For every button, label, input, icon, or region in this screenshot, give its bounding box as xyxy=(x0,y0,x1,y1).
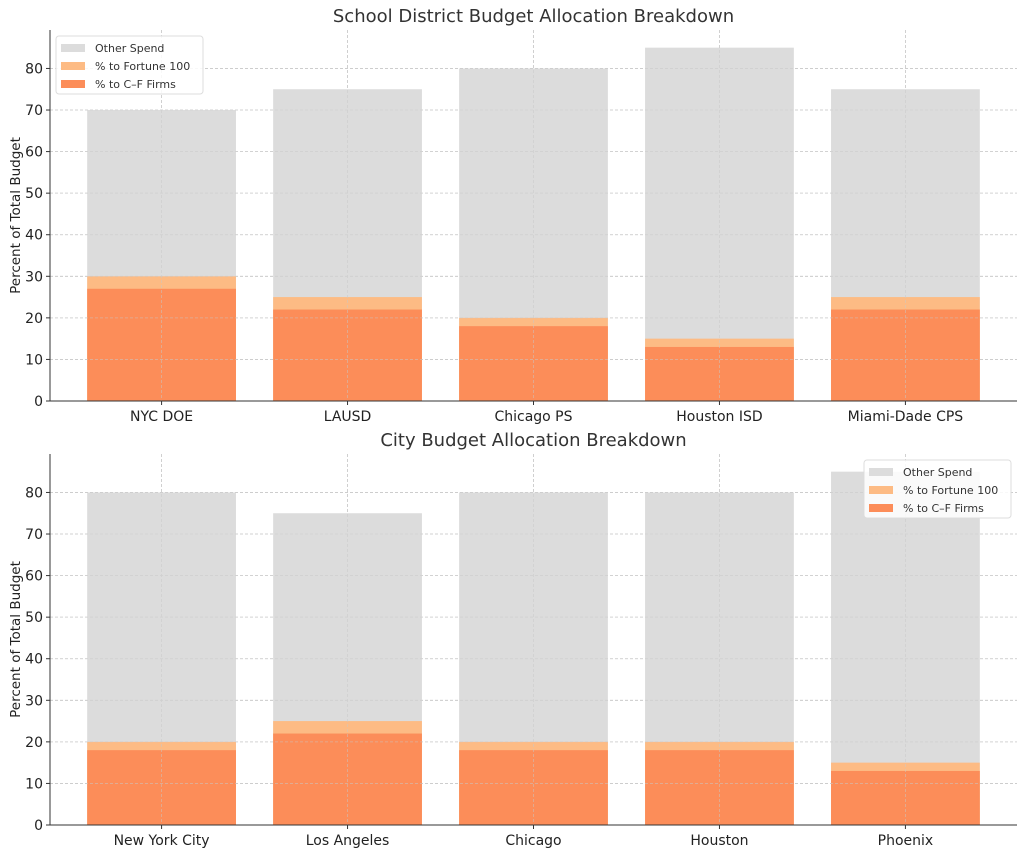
x-tick-label: New York City xyxy=(114,833,210,849)
legend-label: % to Fortune 100 xyxy=(95,60,190,73)
legend-box xyxy=(863,459,1012,519)
y-tick-label: 20 xyxy=(25,311,43,327)
legend-swatch xyxy=(61,62,85,70)
y-tick-label: 80 xyxy=(25,485,43,501)
y-tick-label: 10 xyxy=(25,352,43,368)
y-tick-label: 70 xyxy=(25,527,43,543)
y-tick-label: 20 xyxy=(25,735,43,751)
y-tick-label: 50 xyxy=(25,610,43,626)
y-tick-label: 60 xyxy=(25,145,43,161)
y-tick-label: 50 xyxy=(25,186,43,202)
x-tick-label: LAUSD xyxy=(324,409,372,425)
x-tick-label: Houston xyxy=(690,833,748,849)
bar xyxy=(459,750,608,825)
legend-label: % to C–F Firms xyxy=(903,502,984,515)
bar xyxy=(645,750,794,825)
y-tick-label: 80 xyxy=(25,61,43,77)
y-tick-label: 0 xyxy=(34,394,43,410)
chart-title: School District Budget Allocation Breakd… xyxy=(333,6,734,27)
y-tick-label: 30 xyxy=(25,693,43,709)
x-tick-label: Los Angeles xyxy=(306,833,390,849)
legend-swatch xyxy=(869,468,893,476)
legend-label: % to Fortune 100 xyxy=(903,484,998,497)
bar xyxy=(459,326,608,401)
legend-swatch xyxy=(61,80,85,88)
x-tick-label: NYC DOE xyxy=(130,409,193,425)
y-tick-label: 70 xyxy=(25,103,43,119)
legend-label: % to C–F Firms xyxy=(95,78,176,91)
chart-panel-2: 0 10 20 30 40 50 60 70 80 New York City Los Angele… xyxy=(8,430,1017,849)
y-tick-label: 40 xyxy=(25,652,43,668)
y-tick-label: 60 xyxy=(25,569,43,585)
legend-label: Other Spend xyxy=(903,466,972,479)
legend: Other Spend % to Fortune 100 % to C–F Firm… xyxy=(863,459,1012,519)
y-tick-label: 40 xyxy=(25,228,43,244)
x-tick-label: Chicago PS xyxy=(494,409,572,425)
bar xyxy=(87,750,236,825)
y-tick-label: 30 xyxy=(25,269,43,285)
legend-box xyxy=(55,35,204,95)
legend: Other Spend % to Fortune 100 % to C–F Firm… xyxy=(55,35,204,95)
chart-panel-1: 0 10 20 30 40 50 60 70 80 NYC DOE LAUSD Chicago PS H… xyxy=(8,6,1017,425)
legend-swatch xyxy=(61,44,85,52)
x-tick-label: Chicago xyxy=(505,833,561,849)
y-axis-label: Percent of Total Budget xyxy=(8,561,24,718)
legend-swatch xyxy=(869,504,893,512)
x-tick-label: Miami-Dade CPS xyxy=(848,409,964,425)
y-tick-label: 0 xyxy=(34,818,43,834)
y-tick-label: 10 xyxy=(25,776,43,792)
x-tick-label: Houston ISD xyxy=(676,409,762,425)
grid-overlay xyxy=(50,30,1017,402)
legend-swatch xyxy=(869,486,893,494)
chart-title: City Budget Allocation Breakdown xyxy=(380,430,686,451)
x-tick-label: Phoenix xyxy=(878,833,934,849)
legend-label: Other Spend xyxy=(95,42,164,55)
y-axis-label: Percent of Total Budget xyxy=(8,137,24,294)
